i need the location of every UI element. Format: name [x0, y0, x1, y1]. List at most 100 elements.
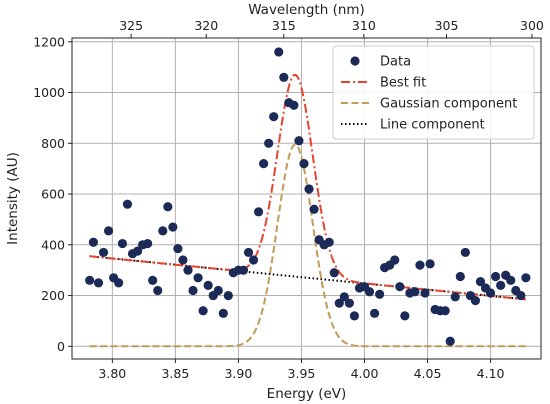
data-point	[243, 247, 254, 258]
x-tick-label: 3.90	[224, 366, 252, 381]
x-tick-label: 4.00	[351, 366, 379, 381]
data-point	[173, 244, 183, 254]
legend-label: Line component	[380, 118, 485, 133]
data-point	[143, 238, 153, 249]
data-point	[364, 287, 375, 297]
y-tick-label: 1200	[33, 34, 65, 49]
data-point	[440, 306, 450, 316]
data-point	[329, 268, 339, 278]
data-point	[223, 290, 233, 301]
top-axis-title: Wavelength (nm)	[248, 2, 365, 18]
data-point	[279, 72, 289, 82]
data-point	[349, 311, 360, 321]
y-tick-label: 1000	[33, 85, 65, 100]
data-point	[400, 311, 410, 321]
data-point	[395, 282, 405, 292]
plot-frame	[71, 37, 542, 360]
legend-marker-data	[350, 56, 360, 66]
x-tick-label: 4.05	[414, 366, 442, 381]
data-point	[85, 275, 95, 285]
data-point	[198, 306, 208, 316]
data-point	[390, 255, 400, 265]
data-point	[93, 278, 104, 288]
data-point	[450, 292, 460, 302]
top-tick-label: 325	[119, 18, 143, 33]
data-point	[163, 202, 173, 212]
legend-label: Best fit	[380, 76, 426, 91]
y-axis-title: Intensity (AU)	[5, 152, 21, 245]
top-tick-label: 315	[272, 18, 296, 33]
data-point	[253, 207, 264, 217]
data-point	[369, 308, 380, 318]
data-point	[193, 273, 203, 283]
data-point	[415, 260, 425, 270]
data-point	[334, 298, 344, 308]
data-point	[269, 112, 279, 122]
data-point	[117, 238, 128, 249]
data-point	[425, 259, 435, 269]
data-point	[299, 159, 309, 169]
legend-box	[332, 45, 535, 140]
data-point	[203, 280, 213, 291]
data-point	[375, 289, 385, 299]
data-point	[158, 226, 168, 236]
data-point	[88, 237, 99, 247]
data-point	[324, 237, 334, 247]
data-point	[188, 285, 198, 296]
y-tick-label: 600	[41, 187, 65, 202]
data-point	[491, 271, 501, 282]
data-point	[516, 290, 526, 301]
top-tick-label: 305	[435, 18, 459, 33]
data-point	[213, 285, 223, 296]
data-point	[122, 199, 133, 209]
data-point	[506, 275, 516, 285]
y-tick-label: 200	[41, 288, 65, 303]
data-point	[344, 298, 354, 308]
axis-ticks: 3.80 3.85 3.90 3.95 4.00 4.05 4.10 0 200 400 600 80…	[33, 18, 544, 381]
x-tick-label: 3.85	[161, 366, 189, 381]
data-point	[470, 296, 481, 306]
data-points	[85, 47, 531, 346]
data-point	[153, 285, 163, 296]
top-tick-label: 320	[194, 18, 218, 33]
data-point	[248, 255, 259, 265]
y-tick-label: 400	[41, 237, 65, 252]
data-point	[218, 308, 228, 318]
data-point	[148, 275, 158, 285]
data-point	[445, 336, 455, 346]
data-point	[289, 100, 299, 110]
data-point	[485, 288, 496, 298]
legend: Data Best fit Gaussian component Line compo…	[332, 45, 535, 140]
data-point	[460, 247, 470, 258]
data-point	[259, 159, 269, 169]
data-point	[339, 292, 349, 302]
data-point	[294, 136, 304, 146]
data-point	[168, 222, 178, 232]
y-tick-label: 800	[41, 136, 65, 151]
x-tick-label: 3.80	[98, 366, 126, 381]
top-tick-label: 300	[520, 18, 544, 33]
top-tick-label: 310	[352, 18, 376, 33]
data-point	[183, 265, 193, 275]
data-point	[178, 255, 188, 265]
data-point	[98, 247, 109, 258]
data-point	[238, 265, 249, 275]
data-point	[132, 246, 143, 256]
data-point	[420, 288, 430, 298]
data-point	[496, 280, 506, 291]
x-axis-title: Energy (eV)	[267, 386, 347, 402]
data-point	[521, 273, 531, 283]
data-point	[309, 204, 319, 214]
data-point	[475, 277, 486, 287]
y-tick-label: 0	[57, 339, 65, 354]
data-point	[410, 287, 420, 297]
data-point	[114, 278, 124, 288]
legend-label: Gaussian component	[380, 97, 517, 112]
x-tick-label: 3.95	[288, 366, 316, 381]
x-tick-label: 4.10	[477, 366, 505, 381]
data-point	[455, 271, 465, 282]
data-point	[264, 138, 274, 148]
data-point	[274, 47, 284, 57]
data-point	[103, 226, 114, 236]
